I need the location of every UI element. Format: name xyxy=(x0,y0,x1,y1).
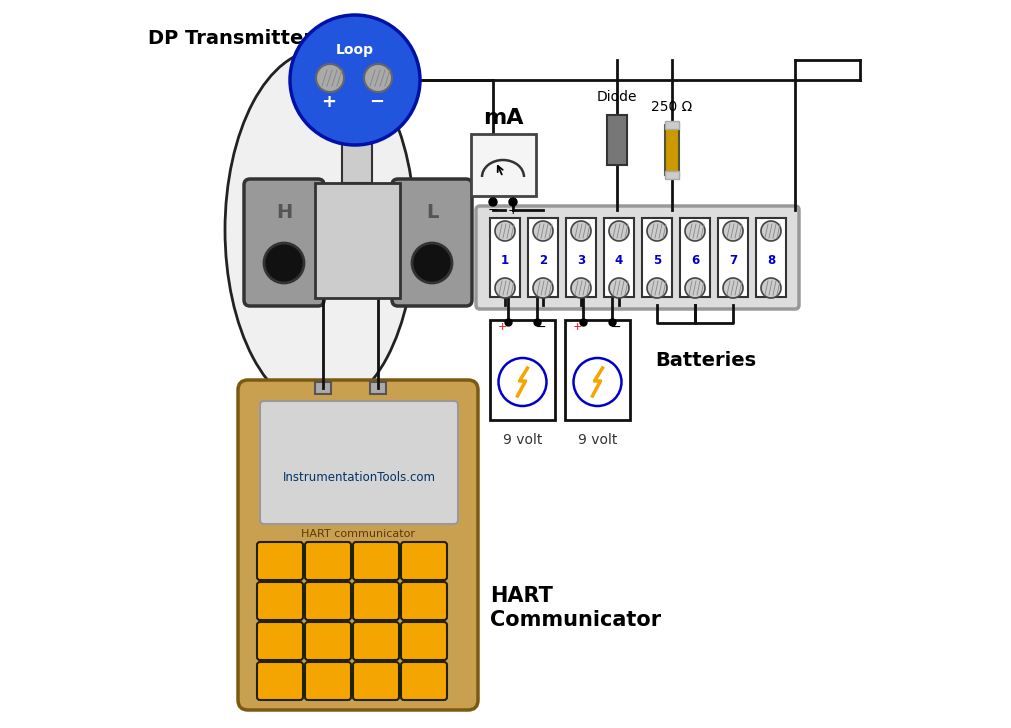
Circle shape xyxy=(647,221,667,241)
FancyBboxPatch shape xyxy=(401,582,447,620)
Circle shape xyxy=(509,198,517,206)
Circle shape xyxy=(364,64,392,92)
FancyBboxPatch shape xyxy=(353,582,399,620)
Text: +: + xyxy=(497,322,507,332)
Text: 7: 7 xyxy=(729,253,737,266)
Text: −: − xyxy=(611,320,621,333)
Text: 250 Ω: 250 Ω xyxy=(651,100,693,114)
Bar xyxy=(607,115,627,165)
Circle shape xyxy=(533,221,553,241)
Text: +: + xyxy=(572,322,581,332)
Text: Batteries: Batteries xyxy=(655,350,756,370)
Bar xyxy=(665,171,679,179)
FancyBboxPatch shape xyxy=(353,542,399,580)
Circle shape xyxy=(495,221,515,241)
Text: 1: 1 xyxy=(500,253,510,266)
FancyBboxPatch shape xyxy=(305,622,351,660)
Text: DP Transmitter: DP Transmitter xyxy=(148,28,313,47)
Circle shape xyxy=(264,243,304,283)
Bar xyxy=(565,320,630,420)
Ellipse shape xyxy=(225,50,415,410)
FancyBboxPatch shape xyxy=(257,622,303,660)
Circle shape xyxy=(571,278,591,298)
Text: −: − xyxy=(369,93,384,111)
Bar xyxy=(604,218,634,297)
FancyBboxPatch shape xyxy=(401,542,447,580)
FancyBboxPatch shape xyxy=(305,662,351,700)
Circle shape xyxy=(533,278,553,298)
Bar xyxy=(490,320,555,420)
Text: InstrumentationTools.com: InstrumentationTools.com xyxy=(282,471,436,484)
Text: +: + xyxy=(321,93,337,111)
Text: 3: 3 xyxy=(577,253,585,266)
Circle shape xyxy=(647,278,667,298)
FancyBboxPatch shape xyxy=(401,662,447,700)
Bar xyxy=(665,121,679,129)
Text: HART
Communicator: HART Communicator xyxy=(490,586,661,630)
FancyBboxPatch shape xyxy=(257,542,303,580)
Circle shape xyxy=(489,198,497,206)
FancyBboxPatch shape xyxy=(353,662,399,700)
FancyBboxPatch shape xyxy=(257,662,303,700)
FancyBboxPatch shape xyxy=(353,622,399,660)
Circle shape xyxy=(723,221,743,241)
FancyBboxPatch shape xyxy=(392,179,472,306)
Text: 5: 5 xyxy=(653,253,661,266)
Text: 8: 8 xyxy=(767,253,775,266)
Circle shape xyxy=(685,221,705,241)
Bar xyxy=(342,143,372,183)
Circle shape xyxy=(609,221,629,241)
Bar xyxy=(370,382,386,394)
FancyBboxPatch shape xyxy=(260,401,458,524)
Circle shape xyxy=(685,278,705,298)
Text: H: H xyxy=(276,204,292,223)
Circle shape xyxy=(573,358,622,406)
FancyBboxPatch shape xyxy=(476,206,799,309)
Circle shape xyxy=(761,278,782,298)
FancyBboxPatch shape xyxy=(238,380,478,710)
Text: L: L xyxy=(426,204,438,223)
Text: 4: 4 xyxy=(615,253,623,266)
Circle shape xyxy=(571,221,591,241)
Bar xyxy=(490,218,520,297)
FancyBboxPatch shape xyxy=(244,179,324,306)
Bar xyxy=(315,183,400,298)
Circle shape xyxy=(412,243,452,283)
Circle shape xyxy=(290,15,420,145)
Text: 9 volt: 9 volt xyxy=(502,433,542,447)
Text: 9 volt: 9 volt xyxy=(578,433,617,447)
Circle shape xyxy=(498,358,547,406)
FancyBboxPatch shape xyxy=(401,622,447,660)
FancyBboxPatch shape xyxy=(305,582,351,620)
Circle shape xyxy=(761,221,782,241)
Text: +: + xyxy=(508,204,519,216)
Bar xyxy=(718,218,748,297)
Circle shape xyxy=(495,278,515,298)
Text: −: − xyxy=(536,320,546,333)
Circle shape xyxy=(723,278,743,298)
FancyBboxPatch shape xyxy=(257,582,303,620)
Bar xyxy=(642,218,672,297)
Text: HART communicator: HART communicator xyxy=(301,529,415,539)
Bar xyxy=(315,382,331,394)
Circle shape xyxy=(316,64,344,92)
FancyBboxPatch shape xyxy=(470,134,536,196)
FancyBboxPatch shape xyxy=(305,542,351,580)
Text: 6: 6 xyxy=(691,253,700,266)
Bar xyxy=(528,218,558,297)
Bar xyxy=(665,125,679,175)
Bar xyxy=(566,218,596,297)
Bar xyxy=(680,218,710,297)
Text: 2: 2 xyxy=(539,253,547,266)
Bar xyxy=(756,218,786,297)
Text: mA: mA xyxy=(482,108,524,128)
Text: Loop: Loop xyxy=(336,43,374,57)
Circle shape xyxy=(609,278,629,298)
Text: Diode: Diode xyxy=(596,90,637,104)
Text: −: − xyxy=(487,204,498,216)
